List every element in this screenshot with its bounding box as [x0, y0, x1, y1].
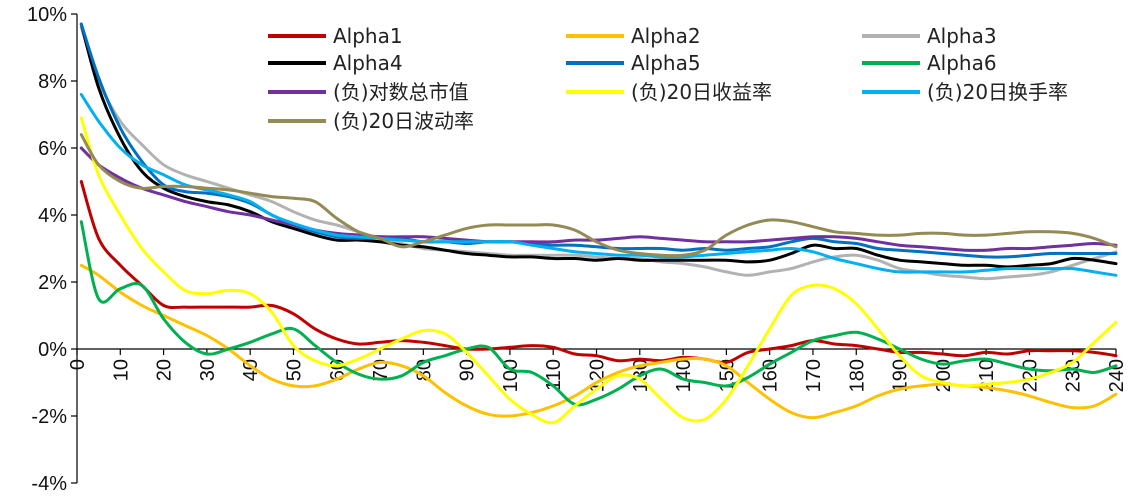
x-tick-label: 40 — [240, 359, 262, 381]
series-line-1 — [79, 180, 1118, 365]
legend-label: Alpha4 — [333, 51, 403, 75]
series-line-10 — [79, 133, 1118, 258]
y-tick-label: -2% — [31, 406, 67, 428]
x-tick-label: 190 — [890, 359, 912, 392]
x-tick-label: 50 — [283, 359, 305, 381]
x-tick-label: 30 — [197, 359, 219, 381]
legend: Alpha1 Alpha2 Alpha3 Alpha4 Alpha5 Alpha6 (负)对… — [268, 24, 1068, 133]
legend-label: (负)对数总市值 — [333, 80, 469, 104]
series-line-6 — [79, 220, 1118, 407]
series-line-9 — [79, 92, 1118, 277]
y-tick-label: 4% — [38, 205, 67, 227]
series-lines — [79, 22, 1118, 425]
series-line-5 — [79, 22, 1118, 259]
series-line-7 — [79, 146, 1118, 252]
series-line-2 — [79, 263, 1118, 420]
y-tick-label: 6% — [38, 138, 67, 160]
legend-label: Alpha3 — [927, 24, 997, 48]
x-tick-label: 10 — [110, 359, 132, 381]
x-tick-label: 0 — [67, 359, 89, 370]
y-tick-label: 10% — [27, 4, 67, 26]
legend-label: (负)20日波动率 — [333, 109, 474, 133]
legend-label: (负)20日换手率 — [927, 80, 1068, 104]
x-tick-label: 90 — [457, 359, 479, 381]
x-tick-label: 140 — [673, 359, 695, 392]
series-line-3 — [79, 25, 1118, 281]
y-tick-label: 8% — [38, 71, 67, 93]
x-tick-label: 180 — [846, 359, 868, 392]
x-tick-label: 170 — [803, 359, 825, 392]
x-tick-label: 230 — [1063, 359, 1085, 392]
y-tick-label: -4% — [31, 473, 67, 495]
x-tick-label: 20 — [154, 359, 176, 381]
legend-label: Alpha6 — [927, 51, 997, 75]
series-line-8 — [79, 116, 1118, 425]
legend-label: (负)20日收益率 — [631, 80, 772, 104]
series-line-4 — [79, 22, 1118, 269]
y-axis: -4% -2% 0% 2% 4% 6% 8% 10% — [27, 4, 78, 495]
legend-label: Alpha1 — [333, 24, 403, 48]
y-tick-label: 0% — [38, 339, 67, 361]
legend-label: Alpha2 — [631, 24, 701, 48]
y-tick-label: 2% — [38, 272, 67, 294]
x-tick-label: 240 — [1106, 359, 1128, 392]
legend-label: Alpha5 — [631, 51, 701, 75]
